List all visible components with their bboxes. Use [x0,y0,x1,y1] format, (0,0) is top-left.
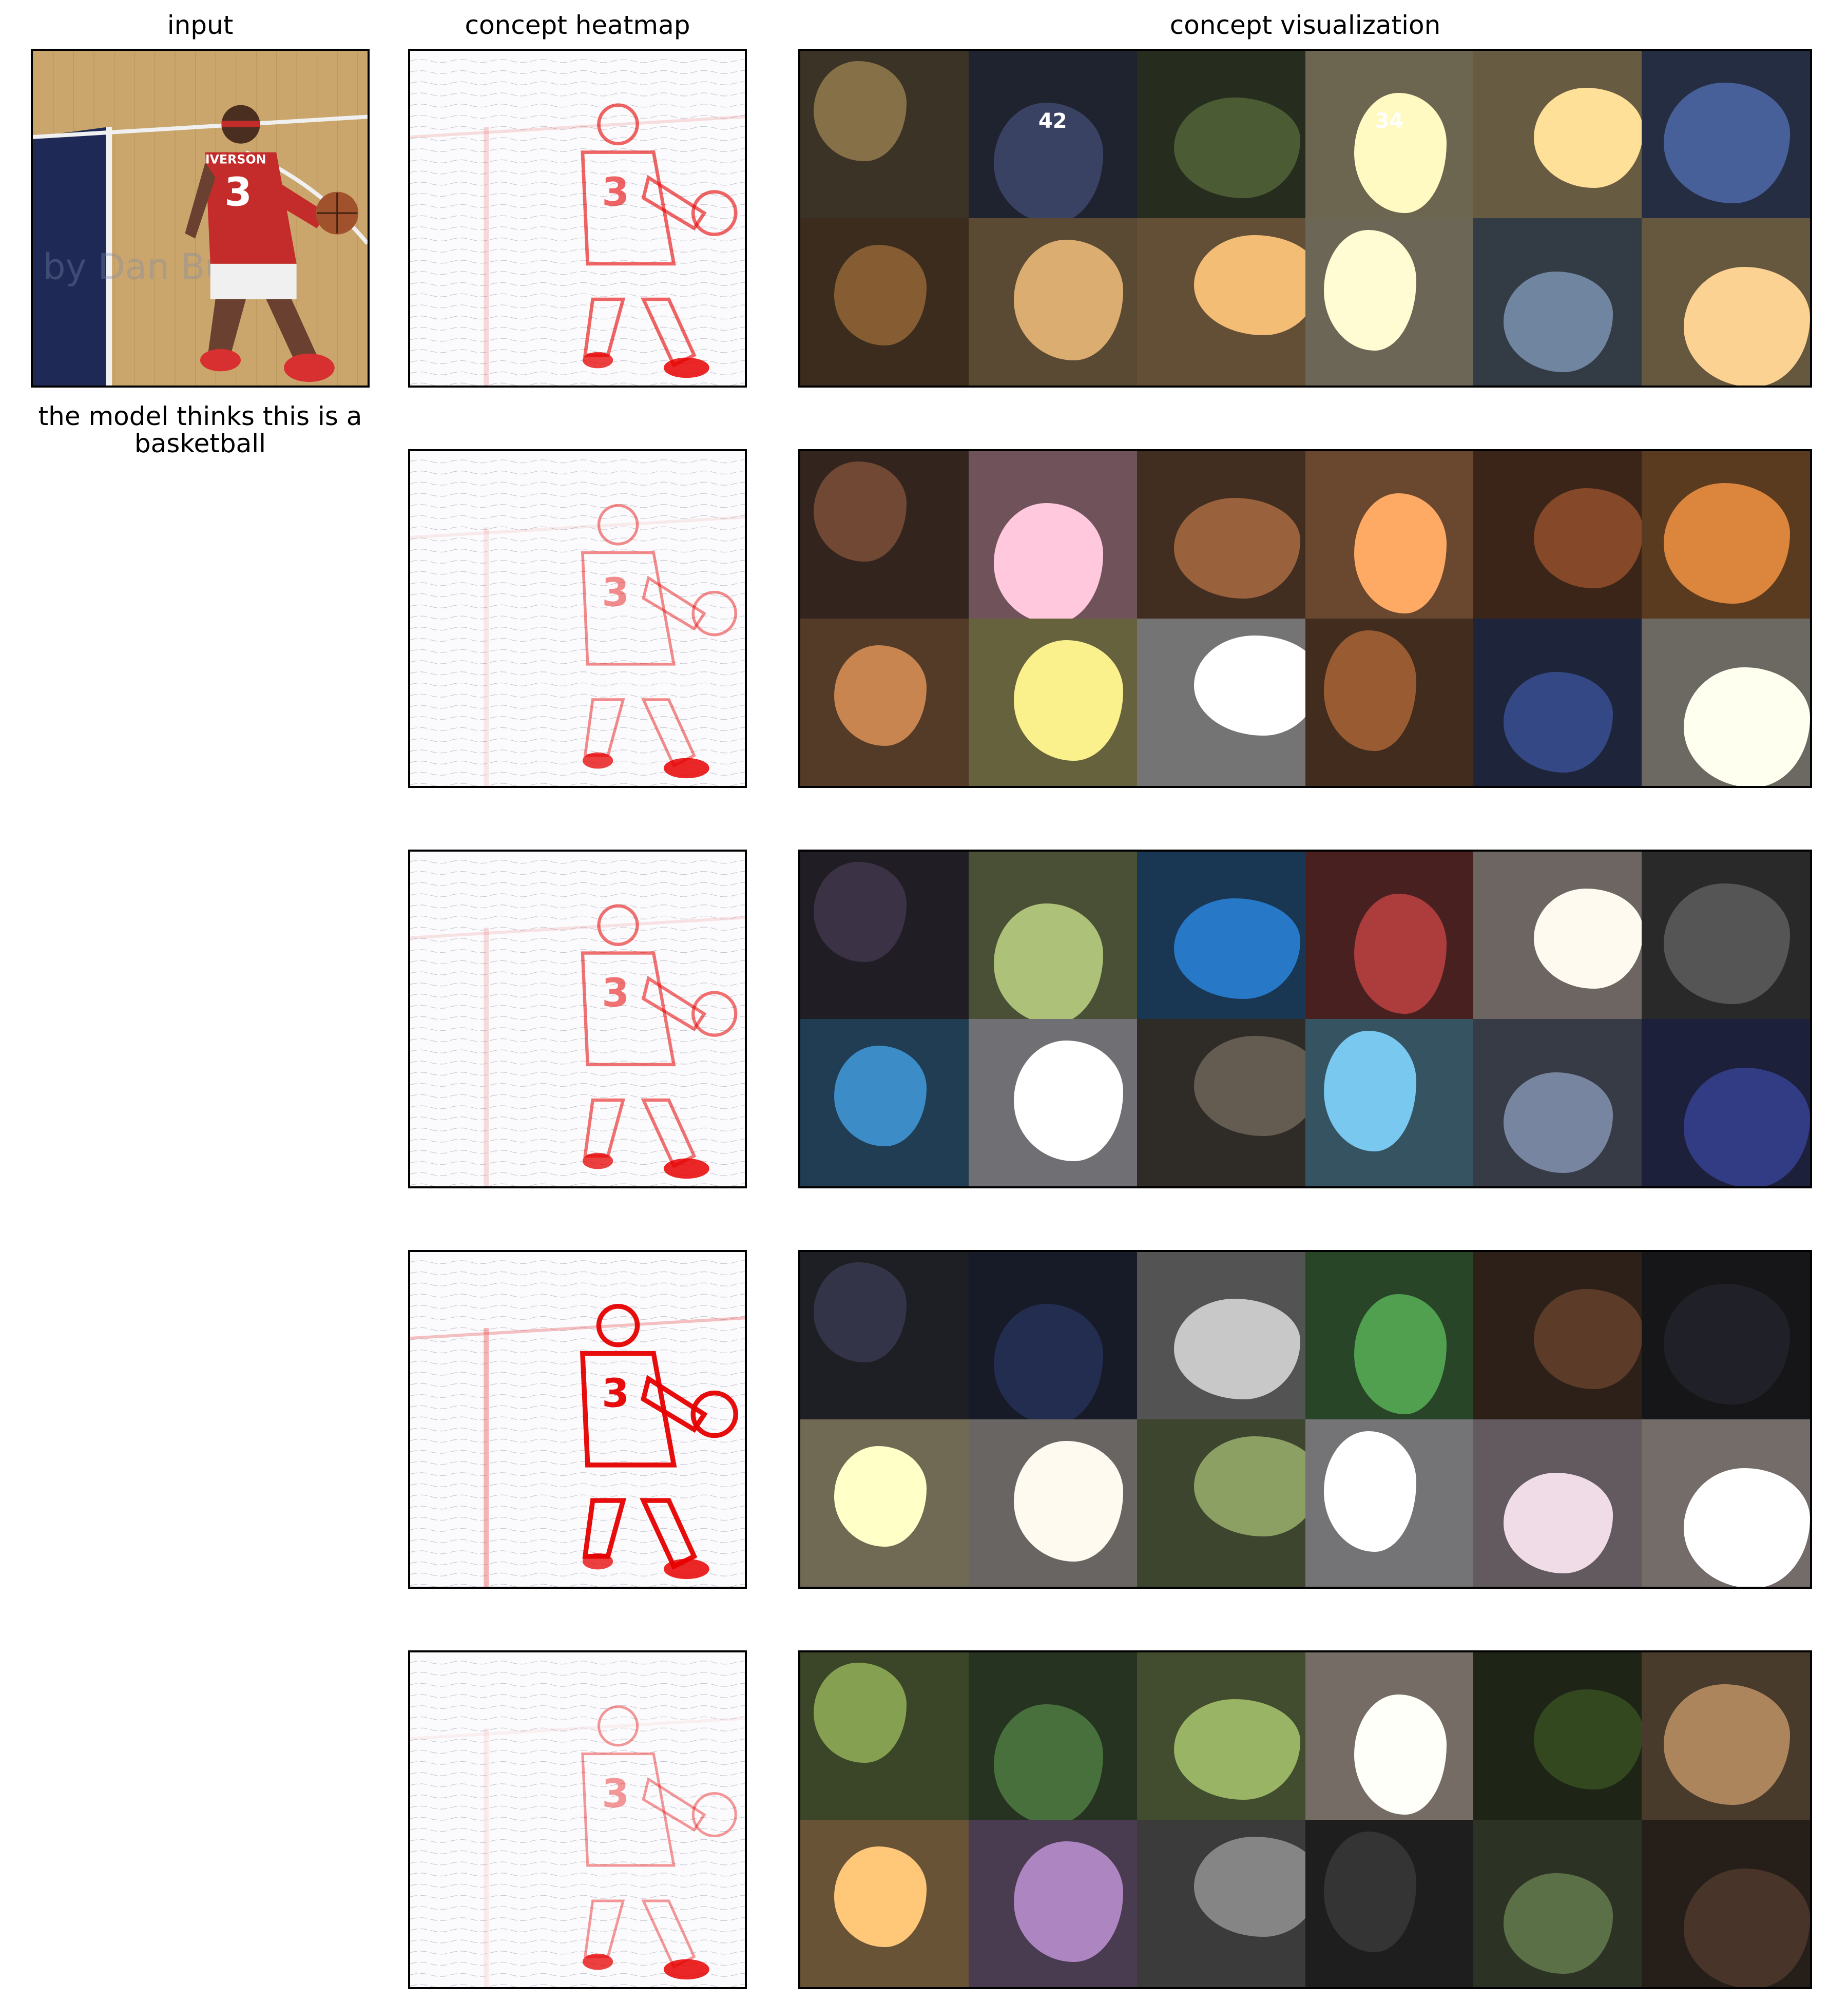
court-paint [33,127,109,386]
visualization-column-title: concept visualization [1169,10,1441,40]
concept-example-tile [1305,1652,1474,1820]
concept-example-tile [968,451,1137,619]
concept-example-tile [800,218,969,386]
concept-heatmap-1: 3 [408,49,747,388]
concept-example-tile [1473,1019,1642,1186]
concept-example-tile [1305,218,1474,386]
concept-example-tile [1137,1820,1305,1987]
concept-example-tile [1305,1252,1474,1419]
concept-example-tile [1473,451,1642,619]
concept-heatmap-5: 3 [408,1650,747,1989]
heatmap-number: 3 [602,569,629,615]
concept-example-tile [968,1252,1137,1419]
heatmap-column-title: concept heatmap [465,10,690,40]
concept-example-tile [1642,451,1810,619]
concept-example-tile [1473,218,1642,386]
concept-example-tile [968,1652,1137,1820]
concept-example-tile [968,1419,1137,1587]
concept-example-tile: 42 [968,51,1137,218]
tile-jersey-text: 42 [1038,109,1067,133]
concept-example-tile [1305,619,1474,786]
concept-example-tile [1137,218,1305,386]
jersey-name: IVERSON [205,152,266,166]
concept-example-tile [800,1652,969,1820]
concept-example-tile: 34 [1305,51,1474,218]
concept-example-tile [1137,1652,1305,1820]
concept-heatmap-3: 3 [408,850,747,1188]
tile-jersey-text: 34 [1375,109,1404,133]
concept-example-tile [1642,218,1810,386]
prediction-caption: the model thinks this is a basketball [38,401,362,458]
concept-example-tile [1642,1652,1810,1820]
concept-example-tile [1137,51,1305,218]
concept-example-tile [1473,51,1642,218]
concept-example-tile [1137,1252,1305,1419]
concept-example-tile [1137,852,1305,1019]
concept-visualization-2 [798,449,1812,788]
concept-example-tile [968,1019,1137,1186]
concept-example-tile [800,1820,969,1987]
concept-example-tile [1137,1419,1305,1587]
concept-example-tile [1473,1652,1642,1820]
concept-example-tile [1305,852,1474,1019]
concept-example-tile [1137,451,1305,619]
concept-visualization-4 [798,1250,1812,1589]
concept-example-tile [1137,1019,1305,1186]
concept-example-tile [1305,1419,1474,1587]
concept-example-tile [1642,1019,1810,1186]
concept-visualization-1: 42 34 [798,49,1812,388]
concept-example-tile [800,1019,969,1186]
heatmap-number: 3 [602,970,629,1016]
concept-example-tile [1642,1419,1810,1587]
concept-example-tile [1642,619,1810,786]
basketball-player: IVERSON 3 [185,105,335,382]
concept-example-tile [1305,1019,1474,1186]
concept-example-tile [1305,451,1474,619]
concept-heatmap-4: 3 [408,1250,747,1589]
concept-example-tile [800,852,969,1019]
concept-example-tile [1137,619,1305,786]
input-image: by Dan Burz... IVERSON 3 [31,49,370,388]
concept-example-tile [1642,1252,1810,1419]
concept-example-tile [1642,51,1810,218]
concept-example-tile [1473,1252,1642,1419]
concept-example-tile [800,451,969,619]
concept-example-tile [1473,1419,1642,1587]
concept-example-tile [968,852,1137,1019]
concept-example-tile [968,218,1137,386]
heatmap-number: 3 [602,169,629,215]
concept-example-tile [1305,1820,1474,1987]
concept-example-tile [1473,852,1642,1019]
concept-example-tile [1642,1820,1810,1987]
concept-example-tile [800,619,969,786]
concept-example-tile [800,51,969,218]
concept-example-tile [1473,619,1642,786]
concept-example-tile [968,619,1137,786]
input-column-title: input [167,10,234,40]
heatmap-number: 3 [602,1770,629,1817]
concept-example-tile [800,1252,969,1419]
concept-example-tile [1642,852,1810,1019]
heatmap-number: 3 [602,1370,629,1416]
concept-visualization-5 [798,1650,1812,1989]
concept-example-tile [968,1820,1137,1987]
concept-example-tile [800,1419,969,1587]
jersey-number: 3 [224,169,252,215]
concept-visualization-3 [798,850,1812,1188]
concept-example-tile [1473,1820,1642,1987]
concept-heatmap-2: 3 [408,449,747,788]
